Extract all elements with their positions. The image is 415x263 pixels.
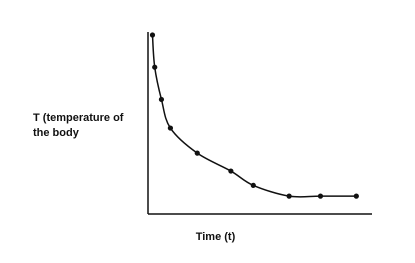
data-point xyxy=(194,150,200,156)
data-point xyxy=(317,193,324,199)
data-point xyxy=(167,125,173,131)
data-point xyxy=(286,193,292,199)
data-point xyxy=(152,64,158,70)
data-point xyxy=(250,182,256,188)
data-point xyxy=(149,32,156,38)
x-axis-label: Time (t) xyxy=(195,231,236,243)
data-point xyxy=(158,96,165,103)
data-point xyxy=(228,168,234,174)
data-point xyxy=(353,193,359,199)
y-axis-label: T (temperature of the body xyxy=(33,112,124,139)
trend-curve xyxy=(151,34,357,198)
